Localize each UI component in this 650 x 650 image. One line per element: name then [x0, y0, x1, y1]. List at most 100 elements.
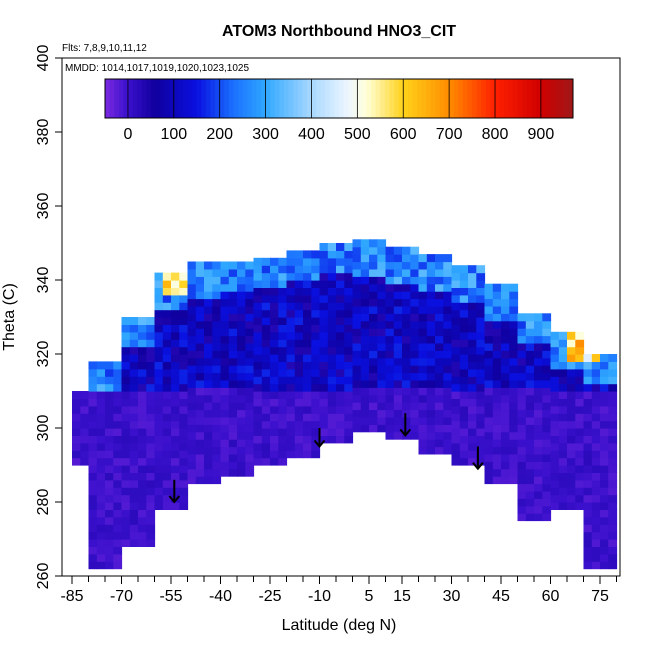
heatmap-cell: [476, 339, 486, 348]
heatmap-cell: [261, 457, 271, 466]
heatmap-cell: [113, 391, 123, 399]
heatmap-cell: [228, 416, 238, 425]
colorbar-segment: [320, 79, 326, 118]
heatmap-cell: [377, 268, 387, 277]
heatmap-cell: [534, 357, 543, 366]
heatmap-cell: [121, 479, 131, 488]
heatmap-cell: [575, 346, 585, 355]
heatmap-cell: [484, 305, 494, 314]
heatmap-cell: [220, 350, 230, 359]
heatmap-cell: [393, 372, 403, 381]
heatmap-cell: [583, 509, 593, 518]
heatmap-cell: [344, 250, 354, 259]
heatmap-cell: [319, 420, 329, 429]
heatmap-cell: [303, 428, 312, 436]
colorbar-segment: [219, 79, 225, 118]
heatmap-cell: [591, 376, 601, 385]
heatmap-cell: [476, 324, 486, 333]
heatmap-cell: [468, 331, 477, 340]
heatmap-cell: [336, 405, 345, 414]
heatmap-cell: [220, 461, 230, 470]
heatmap-cell: [88, 553, 98, 562]
heatmap-cell: [484, 453, 494, 462]
heatmap-cell: [402, 379, 411, 388]
colorbar-segment: [196, 79, 202, 118]
heatmap-cell: [385, 313, 395, 322]
heatmap-cell: [171, 280, 180, 288]
heatmap-cell: [154, 317, 164, 325]
heatmap-cell: [187, 402, 197, 411]
heatmap-cell: [344, 428, 354, 436]
heatmap-cell: [525, 350, 535, 359]
heatmap-cell: [129, 354, 139, 362]
heatmap-cell: [113, 435, 123, 444]
heatmap-cell: [129, 420, 139, 429]
heatmap-cell: [179, 413, 189, 422]
heatmap-cell: [377, 424, 387, 433]
x-tick-label: -55: [159, 588, 182, 605]
heatmap-cell: [146, 502, 156, 510]
heatmap-cell: [393, 268, 403, 277]
heatmap-cell: [591, 487, 601, 496]
colorbar-segment: [490, 79, 496, 118]
heatmap-cell: [352, 246, 362, 255]
heatmap-cell: [525, 313, 535, 322]
heatmap-cell: [187, 476, 197, 485]
heatmap-cell: [492, 305, 502, 314]
heatmap-cell: [517, 490, 527, 499]
colorbar-segment: [435, 79, 441, 118]
heatmap-cell: [583, 361, 593, 370]
heatmap-cell: [435, 387, 444, 396]
heatmap-cell: [261, 428, 271, 436]
heatmap-cell: [583, 398, 593, 407]
heatmap-cell: [278, 346, 288, 355]
heatmap-cell: [600, 509, 609, 518]
heatmap-cell: [435, 283, 444, 292]
heatmap-cell: [567, 472, 576, 481]
heatmap-cell: [435, 320, 444, 329]
colorbar-segment: [123, 79, 129, 118]
heatmap-cell: [360, 350, 370, 359]
heatmap-cell: [171, 405, 180, 414]
heatmap-cell: [88, 479, 98, 488]
heatmap-cell: [72, 413, 81, 422]
heatmap-cell: [369, 409, 378, 418]
heatmap-cell: [253, 294, 263, 303]
heatmap-cell: [402, 276, 411, 285]
heatmap-cell: [435, 424, 444, 433]
heatmap-cell: [179, 450, 189, 459]
heatmap-cell: [88, 442, 98, 451]
heatmap-cell: [294, 324, 304, 333]
heatmap-cell: [179, 420, 189, 429]
heatmap-cell: [567, 435, 576, 444]
heatmap-cell: [542, 468, 552, 477]
colorbar-segment: [536, 79, 542, 118]
heatmap-cell: [171, 494, 180, 503]
heatmap-cell: [501, 416, 510, 425]
heatmap-cell: [80, 420, 90, 429]
heatmap-cell: [558, 405, 568, 414]
heatmap-cell: [154, 383, 164, 392]
heatmap-cell: [418, 379, 428, 388]
heatmap-cell: [418, 439, 428, 448]
heatmap-cell: [228, 276, 238, 285]
colorbar-segment: [375, 79, 381, 118]
heatmap-cell: [418, 365, 428, 374]
heatmap-cell: [567, 420, 576, 429]
y-tick-label: 280: [35, 489, 52, 516]
heatmap-cell: [270, 457, 279, 466]
heatmap-cell: [591, 524, 601, 533]
y-axis-label: Theta (C): [1, 283, 18, 351]
heatmap-cell: [294, 413, 304, 422]
heatmap-cell: [212, 283, 222, 292]
heatmap-cell: [154, 450, 164, 459]
heatmap-cell: [171, 294, 180, 303]
heatmap-cell: [525, 424, 535, 433]
heatmap-cell: [583, 546, 593, 555]
heatmap-cell: [550, 420, 560, 429]
heatmap-cell: [402, 298, 411, 307]
heatmap-cell: [352, 416, 362, 425]
heatmap-cell: [369, 305, 378, 314]
colorbar-segment: [540, 79, 546, 118]
